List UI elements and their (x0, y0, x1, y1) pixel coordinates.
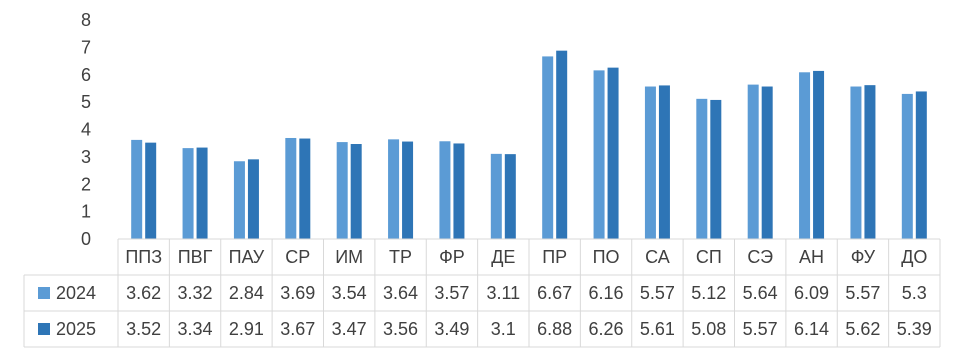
y-tick-label: 0 (81, 229, 91, 249)
y-axis: 0 1 2 3 4 5 6 7 8 (81, 10, 91, 249)
category-label: СР (285, 247, 310, 267)
data-label-2024: 3.54 (332, 283, 367, 303)
bar-2024-4 (285, 137, 297, 239)
bar-2024-15 (850, 86, 862, 240)
bar-2024-16 (901, 93, 913, 239)
data-label-2025: 3.47 (332, 319, 367, 339)
data-label-2025: 5.62 (845, 319, 880, 339)
bar-2025-16 (915, 91, 927, 239)
category-label: СА (645, 247, 670, 267)
bar-2025-4 (299, 138, 311, 239)
bar-2024-5 (336, 142, 348, 239)
bar-2024-6 (388, 139, 400, 239)
legend-key-2024 (38, 287, 50, 299)
category-label: ФУ (851, 247, 876, 267)
data-label-2025: 5.39 (897, 319, 932, 339)
data-label-2025: 5.61 (640, 319, 675, 339)
bar-2024-9 (542, 56, 554, 239)
y-tick-label: 7 (81, 37, 91, 57)
data-label-2025: 6.88 (537, 319, 572, 339)
data-label-2025: 6.26 (589, 319, 624, 339)
bar-2024-1 (131, 139, 143, 239)
data-label-2024: 6.67 (537, 283, 572, 303)
data-label-2024: 5.57 (845, 283, 880, 303)
category-label: ФР (439, 247, 465, 267)
bar-2024-14 (799, 72, 811, 239)
y-tick-label: 3 (81, 147, 91, 167)
bar-2025-10 (607, 67, 619, 239)
bar-2024-7 (439, 141, 451, 239)
data-label-2025: 3.49 (434, 319, 469, 339)
bar-2025-2 (196, 147, 208, 239)
category-label: ПАУ (229, 247, 265, 267)
data-label-2025: 2.91 (229, 319, 264, 339)
bar-2024-3 (233, 161, 245, 239)
data-label-2025: 3.56 (383, 319, 418, 339)
category-label: ПВГ (178, 247, 213, 267)
y-tick-label: 4 (81, 120, 91, 140)
data-label-2024: 3.32 (178, 283, 213, 303)
bar-2024-8 (490, 153, 502, 239)
y-tick-label: 2 (81, 174, 91, 194)
category-label: ДЕ (491, 247, 515, 267)
data-label-2024: 5.3 (902, 283, 927, 303)
y-tick-label: 1 (81, 202, 91, 222)
data-table: ППЗ ПВГ ПАУ СР ИМ ТР ФР ДЕ ПР ПО СА СП СЭ АН ФУ ДО 2024 3… (23, 238, 941, 348)
category-label: СП (696, 247, 722, 267)
bar-2025-8 (504, 154, 516, 239)
data-label-2025: 5.08 (691, 319, 726, 339)
bar-2025-6 (402, 141, 414, 239)
category-label: СЭ (747, 247, 773, 267)
bar-2024-2 (182, 148, 194, 239)
data-label-2024: 3.11 (486, 283, 520, 303)
category-label: АН (799, 247, 824, 267)
bar-2024-12 (696, 98, 708, 239)
data-label-2024: 2.84 (229, 283, 264, 303)
y-tick-label: 6 (81, 65, 91, 85)
data-label-2024: 3.64 (383, 283, 418, 303)
y-tick-label: 8 (81, 10, 91, 30)
data-label-2024: 5.57 (640, 283, 675, 303)
legend-key-2025 (38, 323, 50, 335)
data-label-2025: 3.52 (126, 319, 161, 339)
data-label-2024: 3.62 (126, 283, 161, 303)
data-label-2024: 6.16 (589, 283, 624, 303)
bar-2025-9 (556, 50, 568, 239)
bar-2024-10 (593, 70, 605, 240)
bar-2025-11 (658, 85, 670, 240)
data-label-2024: 3.69 (280, 283, 315, 303)
data-label-2025: 3.34 (178, 319, 213, 339)
data-label-2025: 6.14 (794, 319, 829, 339)
data-label-2024: 5.64 (743, 283, 778, 303)
bar-2025-5 (350, 144, 362, 239)
category-label: ПО (593, 247, 620, 267)
category-label: ДО (901, 247, 927, 267)
category-label: ИМ (335, 247, 363, 267)
data-label-2025: 3.67 (280, 319, 315, 339)
bar-2025-14 (813, 70, 825, 239)
category-label: ППЗ (125, 247, 162, 267)
legend-label-2024: 2024 (56, 283, 96, 303)
category-label: ПР (542, 247, 567, 267)
bar-2025-1 (145, 142, 157, 239)
data-label-2024: 5.12 (691, 283, 726, 303)
data-label-2025: 5.57 (743, 319, 778, 339)
data-label-2025: 3.1 (491, 319, 516, 339)
data-label-2024: 3.57 (434, 283, 469, 303)
bars (131, 50, 927, 240)
bar-2025-15 (864, 85, 876, 239)
bar-2024-11 (644, 86, 656, 240)
category-label: ТР (389, 247, 412, 267)
bar-2025-3 (247, 159, 259, 239)
legend-label-2025: 2025 (56, 319, 96, 339)
bar-2025-7 (453, 143, 465, 239)
data-label-2024: 6.09 (794, 283, 829, 303)
bar-2024-13 (747, 84, 759, 239)
bar-2025-13 (761, 86, 773, 240)
bar-2025-12 (710, 99, 722, 239)
y-tick-label: 5 (81, 92, 91, 112)
